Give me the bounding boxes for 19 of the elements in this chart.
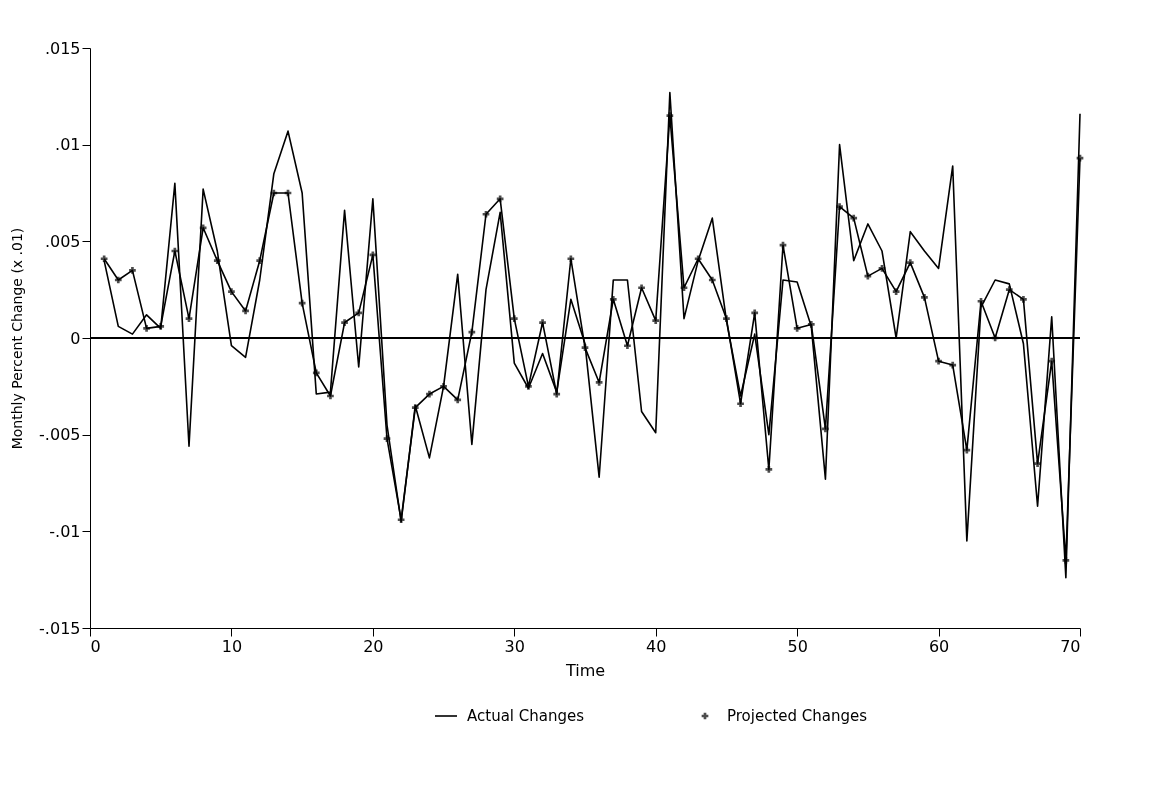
legend-label: Projected Changes <box>727 707 868 725</box>
x-tick-label: 0 <box>90 636 101 656</box>
y-tick-label: .005 <box>44 231 81 251</box>
y-tick-label: -.015 <box>39 618 81 638</box>
x-tick-label: 30 <box>504 636 525 656</box>
y-axis-title: Monthly Percent Change (x .01) <box>9 227 26 450</box>
x-tick-label: 10 <box>221 636 243 656</box>
y-tick-label: .015 <box>44 38 81 58</box>
x-axis-title: Time <box>564 660 606 680</box>
y-tick-label: -.01 <box>49 521 81 541</box>
x-tick-label: 60 <box>928 636 950 656</box>
legend-label: Actual Changes <box>467 707 585 725</box>
x-tick-label: 20 <box>363 636 384 656</box>
x-tick-label: 40 <box>646 636 667 656</box>
x-tick-label: 50 <box>787 636 808 656</box>
y-tick-label: 0 <box>70 328 81 348</box>
y-tick-label: .01 <box>55 135 81 155</box>
x-tick-label: 70 <box>1060 636 1081 656</box>
y-tick-label: -.005 <box>39 425 81 445</box>
